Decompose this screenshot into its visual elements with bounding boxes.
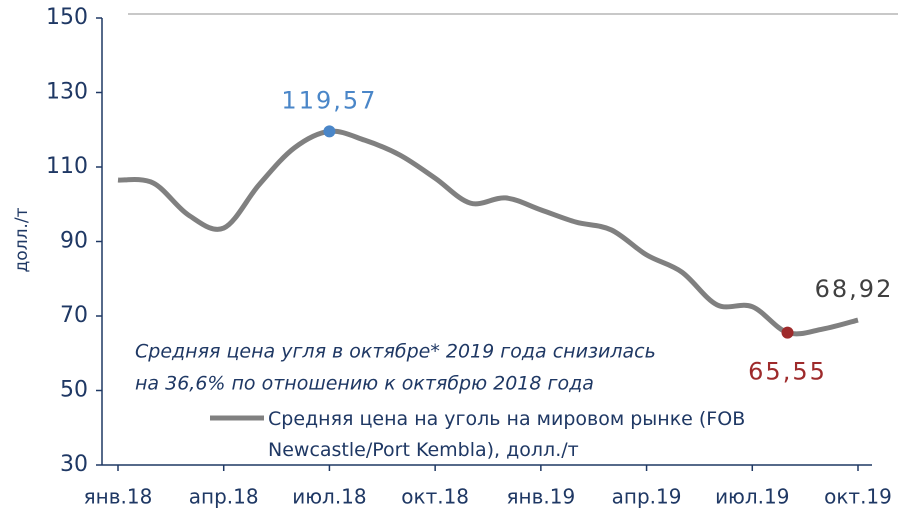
y-tick-label: 30 xyxy=(60,452,88,477)
y-tick-label: 90 xyxy=(60,229,88,254)
data-label: 119,57 xyxy=(281,86,377,114)
x-tick-label: апр.19 xyxy=(612,485,682,509)
y-tick-label: 130 xyxy=(46,80,88,105)
y-tick-label: 70 xyxy=(60,303,88,328)
y-tick-label: 50 xyxy=(60,378,88,403)
y-tick-label: 150 xyxy=(46,5,88,30)
x-tick-label: июл.18 xyxy=(292,485,366,509)
y-tick-label: 110 xyxy=(46,154,88,179)
x-tick-label: июл.19 xyxy=(715,485,789,509)
point-marker xyxy=(323,125,336,138)
line xyxy=(117,128,859,337)
data-label: 65,55 xyxy=(748,358,827,386)
x-tick-label: окт.18 xyxy=(401,485,469,509)
x-tick-label: апр.18 xyxy=(189,485,259,509)
x-tick-label: окт.19 xyxy=(824,485,892,509)
annotation: Средняя цена угля в октябре* 2019 года с… xyxy=(135,341,656,363)
data-label: 68,92 xyxy=(815,275,894,303)
x-tick-label: янв.19 xyxy=(507,485,576,509)
point-marker xyxy=(781,326,794,339)
annotation: на 36,6% по отношению к октябрю 2018 год… xyxy=(135,373,594,395)
x-tick-label: янв.18 xyxy=(84,485,153,509)
y-axis-label: долл./т xyxy=(12,207,32,272)
legend-entry: Средняя цена на уголь на мировом рынке (… xyxy=(268,408,746,461)
